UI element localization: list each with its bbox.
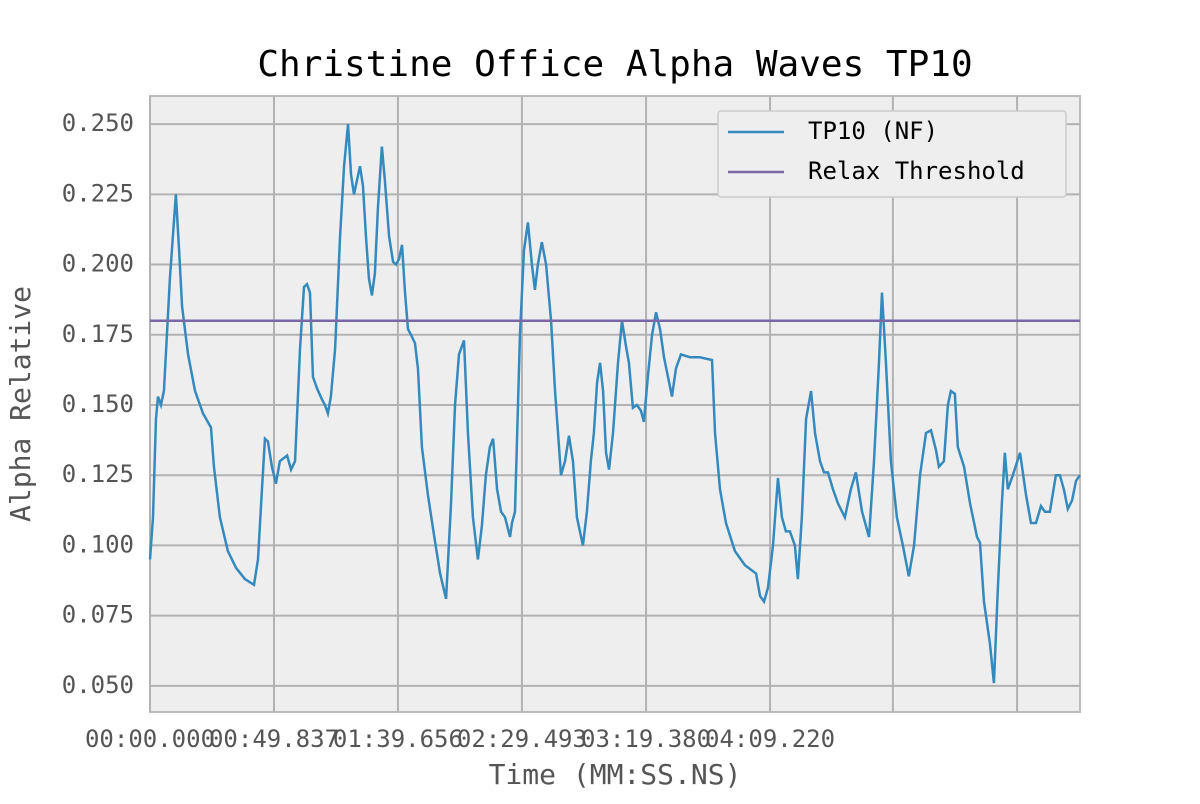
x-tick-label: 03:19.380 [581, 725, 711, 753]
chart-title: Christine Office Alpha Waves TP10 [257, 44, 972, 85]
y-tick-label: 0.100 [62, 530, 134, 558]
legend-label: Relax Threshold [808, 157, 1025, 185]
x-tick-label: 02:29.493 [457, 725, 587, 753]
y-tick-label: 0.175 [62, 320, 134, 348]
y-tick-label: 0.150 [62, 390, 134, 418]
legend: TP10 (NF) Relax Threshold [717, 110, 1067, 198]
y-tick-label: 0.075 [62, 601, 134, 629]
y-tick-label: 0.250 [62, 109, 134, 137]
lines [148, 123, 1082, 684]
x-tick-label: 00:00.000 [85, 725, 215, 753]
y-axis-label: Alpha Relative [4, 286, 37, 522]
y-tick-label: 0.125 [62, 460, 134, 488]
legend-box [717, 110, 1067, 198]
data-line [148, 123, 1082, 684]
y-tick-label: 0.200 [62, 250, 134, 278]
x-tick-label: 00:49.837 [209, 725, 339, 753]
x-tick-label: 04:09.220 [705, 725, 835, 753]
grid [149, 96, 1080, 712]
y-tick-label: 0.050 [62, 671, 134, 699]
y-tick-label: 0.225 [62, 179, 134, 207]
legend-label: TP10 (NF) [808, 117, 938, 145]
x-axis-label: Time (MM:SS.NS) [489, 758, 742, 791]
x-tick-label: 01:39.656 [333, 725, 463, 753]
